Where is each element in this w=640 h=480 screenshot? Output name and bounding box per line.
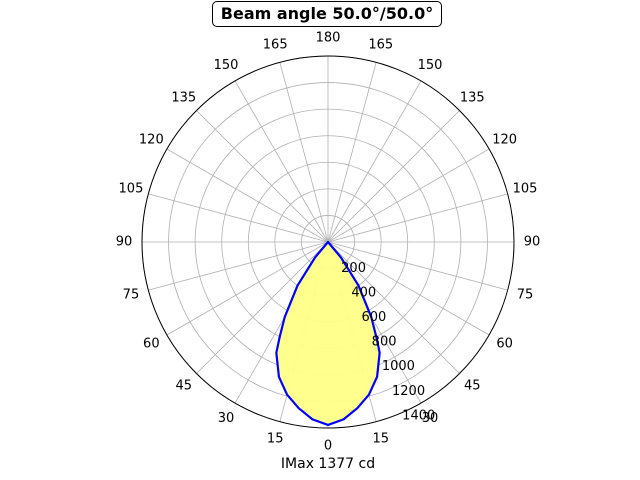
radial-tick-label-5: 1200 xyxy=(392,384,425,399)
angular-gridline-14 xyxy=(234,80,329,243)
angular-gridline-17 xyxy=(148,193,329,243)
angle-tick-label-15: 135 xyxy=(171,90,196,105)
angle-tick-label-2: 30 xyxy=(422,411,439,426)
angle-tick-label-1: 15 xyxy=(373,432,390,447)
angular-gridline-16 xyxy=(166,148,329,243)
angle-tick-label-20: 60 xyxy=(143,337,160,352)
angle-tick-label-21: 45 xyxy=(175,379,192,394)
angle-tick-label-0: 0 xyxy=(324,439,332,454)
polar-frame xyxy=(141,55,515,429)
angle-tick-label-16: 120 xyxy=(139,133,164,148)
angle-tick-label-8: 120 xyxy=(492,133,517,148)
radial-tick-label-4: 1000 xyxy=(382,359,415,374)
angular-gridline-13 xyxy=(279,62,329,243)
radial-tick-label-2: 600 xyxy=(362,310,387,325)
angular-gridline-8 xyxy=(327,148,490,243)
angle-tick-label-9: 135 xyxy=(460,90,485,105)
series-line-0 xyxy=(275,240,381,427)
angle-tick-label-22: 30 xyxy=(218,411,235,426)
angle-tick-label-18: 90 xyxy=(116,235,133,250)
angular-gridline-15 xyxy=(196,110,329,243)
angle-tick-label-13: 165 xyxy=(263,37,288,52)
angular-gridline-20 xyxy=(166,241,329,336)
angular-gridline-4 xyxy=(327,241,490,336)
angle-tick-label-23: 15 xyxy=(267,432,284,447)
angle-tick-label-6: 90 xyxy=(524,235,541,250)
angular-gridline-11 xyxy=(327,62,377,243)
chart-title: Beam angle 50.0°/50.0° xyxy=(212,1,442,27)
angle-tick-label-10: 150 xyxy=(418,58,443,73)
angle-tick-label-12: 180 xyxy=(316,31,341,46)
angle-tick-label-19: 75 xyxy=(123,287,140,302)
radial-tick-label-0: 200 xyxy=(341,261,366,276)
angular-gridline-5 xyxy=(327,241,508,291)
angular-gridline-7 xyxy=(327,193,508,243)
angle-tick-label-17: 105 xyxy=(119,182,144,197)
angle-tick-label-3: 45 xyxy=(464,379,481,394)
radial-tick-label-1: 400 xyxy=(351,286,376,301)
angle-tick-label-14: 150 xyxy=(214,58,239,73)
angular-gridline-3 xyxy=(327,241,460,374)
angle-tick-label-4: 60 xyxy=(496,337,513,352)
angle-tick-label-7: 105 xyxy=(513,182,538,197)
angle-tick-label-11: 165 xyxy=(368,37,393,52)
radial-tick-label-3: 800 xyxy=(372,335,397,350)
radial-tick-label-6: 1400 xyxy=(402,408,435,423)
x-axis-label: IMax 1377 cd xyxy=(280,456,376,472)
angular-gridline-10 xyxy=(327,80,422,243)
angular-gridline-9 xyxy=(327,110,460,243)
angle-tick-label-5: 75 xyxy=(517,287,534,302)
angular-gridline-21 xyxy=(196,241,329,374)
angular-gridline-19 xyxy=(148,241,329,291)
series-fill-0 xyxy=(276,242,380,425)
